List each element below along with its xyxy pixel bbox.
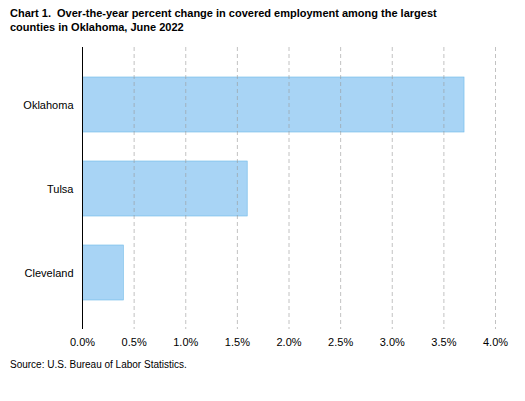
html-text:Chart 1. Over-the-year percent: Chart 1. Over-the-year percent change in… — [10, 7, 437, 34]
svg-text:3.0%: 3.0% — [380, 336, 405, 348]
svg-text:4.0%: 4.0% — [483, 336, 508, 348]
svg-text:3.5%: 3.5% — [431, 336, 456, 348]
svg-text:Tulsa: Tulsa — [47, 182, 74, 194]
svg-text:0.0%: 0.0% — [70, 336, 95, 348]
svg-text:1.0%: 1.0% — [173, 336, 198, 348]
svg-text:2.5%: 2.5% — [328, 336, 353, 348]
html-text:Source: U.S. Bureau of Labor S: Source: U.S. Bureau of Labor Statistics. — [10, 358, 187, 370]
svg-text:2.0%: 2.0% — [276, 336, 301, 348]
svg-text:Cleveland: Cleveland — [25, 266, 74, 278]
svg-text:1.5%: 1.5% — [225, 336, 250, 348]
svg-text:Oklahoma: Oklahoma — [23, 98, 74, 110]
svg-text:0.5%: 0.5% — [122, 336, 147, 348]
